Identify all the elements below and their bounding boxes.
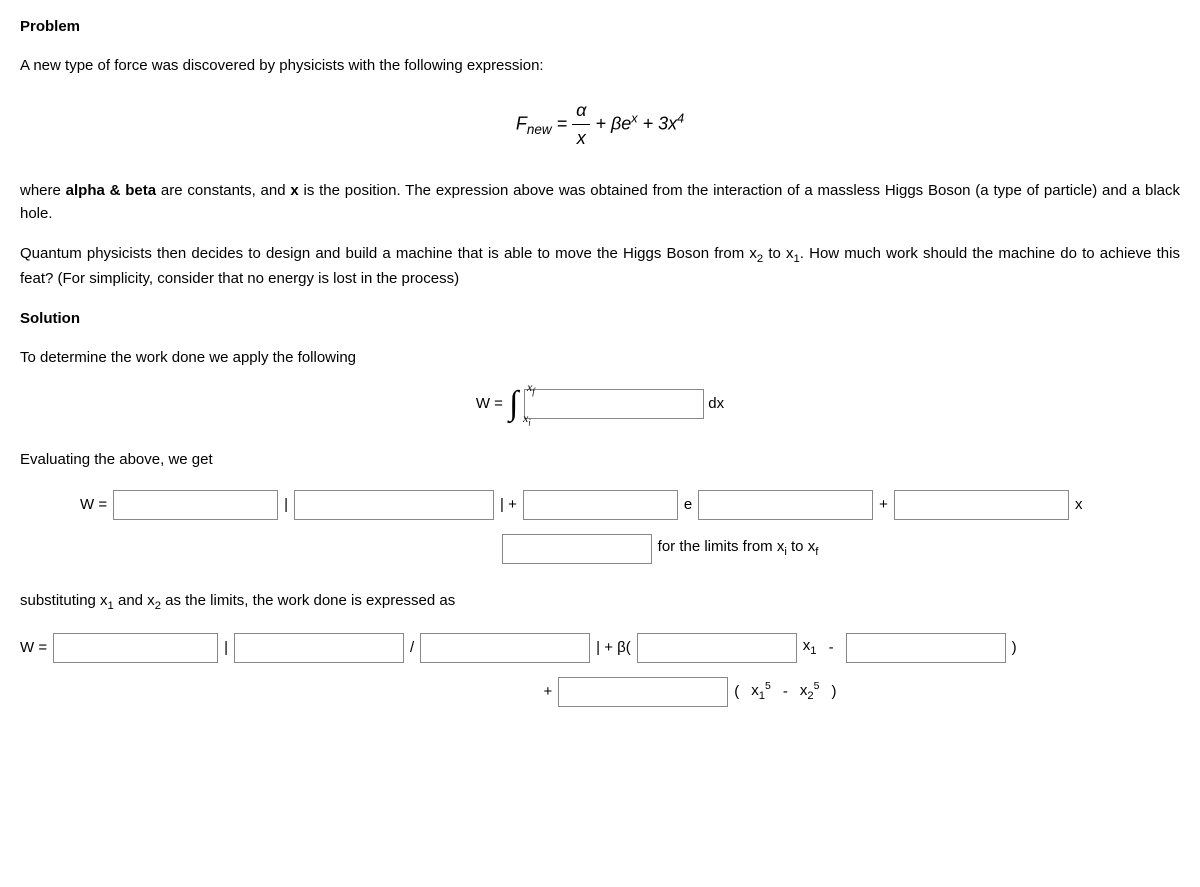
final-input-4[interactable] [637, 633, 797, 663]
intro-text: A new type of force was discovered by ph… [20, 55, 1180, 78]
eval-input-4[interactable] [698, 490, 873, 520]
eval-input-1[interactable] [113, 490, 278, 520]
eval-input-3[interactable] [523, 490, 678, 520]
substituting-text: substituting x1 and x2 as the limits, th… [20, 590, 1180, 615]
force-equation: Fnew = α x + βex + 3x4 [20, 97, 1180, 152]
eval-input-2[interactable] [294, 490, 494, 520]
evaluating-text: Evaluating the above, we get [20, 449, 1180, 472]
context-paragraph-2: Quantum physicists then decides to desig… [20, 243, 1180, 290]
evaluated-row: W = | | + e + x [80, 490, 1180, 520]
limits-row: for the limits from xi to xf [140, 534, 1180, 564]
final-row-2: + ( x15 - x25 ) [200, 677, 1180, 707]
final-input-6[interactable] [558, 677, 728, 707]
problem-heading: Problem [20, 16, 1180, 39]
final-input-2[interactable] [234, 633, 404, 663]
eval-input-5[interactable] [894, 490, 1069, 520]
final-input-1[interactable] [53, 633, 218, 663]
solution-intro: To determine the work done we apply the … [20, 347, 1180, 370]
solution-heading: Solution [20, 308, 1180, 331]
context-paragraph-1: where alpha & beta are constants, and x … [20, 180, 1180, 225]
final-input-3[interactable] [420, 633, 590, 663]
work-integral: W = ∫ xf xi dx [20, 387, 1180, 421]
integrand-input[interactable] [524, 389, 704, 419]
final-input-5[interactable] [846, 633, 1006, 663]
limits-input[interactable] [502, 534, 652, 564]
final-row-1: W = | / | + β( x1 - ) [20, 633, 1180, 663]
